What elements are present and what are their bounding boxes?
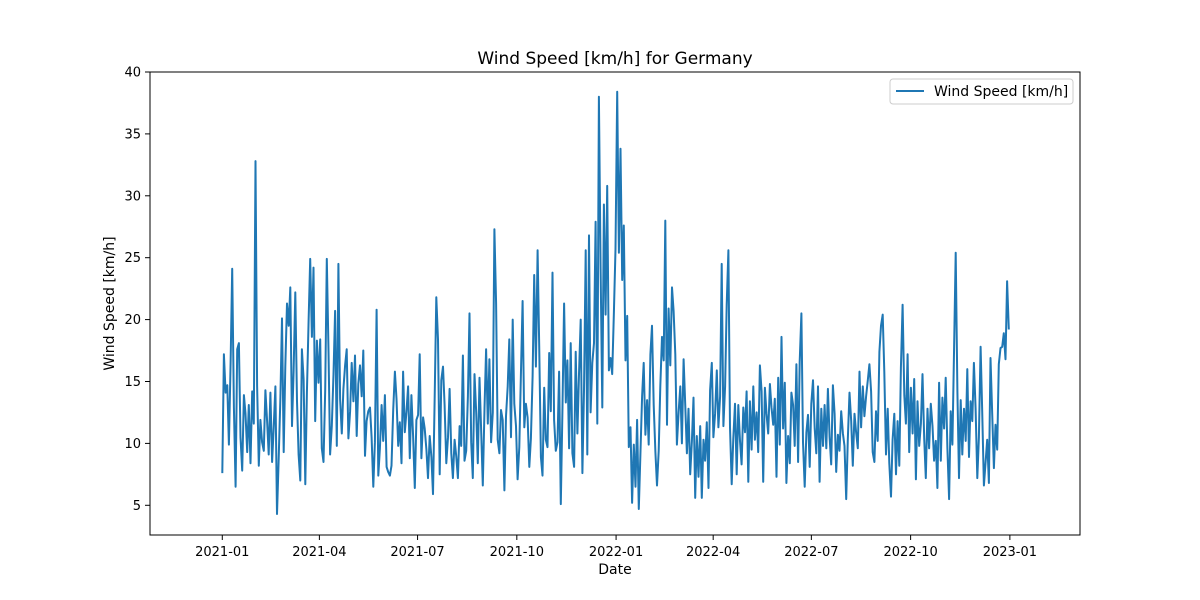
x-tick-label: 2022-07 bbox=[784, 545, 838, 560]
x-tick-label: 2023-01 bbox=[983, 545, 1037, 560]
y-tick-label: 30 bbox=[124, 189, 141, 204]
y-tick-label: 25 bbox=[124, 251, 141, 266]
y-axis: 5 10 15 20 25 30 35 40 bbox=[124, 66, 150, 514]
x-tick-label: 2021-01 bbox=[195, 545, 249, 560]
x-tick-label: 2021-07 bbox=[390, 545, 444, 560]
y-tick-label: 5 bbox=[133, 499, 141, 514]
x-tick-label: 2021-10 bbox=[490, 545, 544, 560]
series-layer bbox=[221, 90, 1010, 515]
plot-frame bbox=[149, 71, 1081, 536]
x-axis-label: Date bbox=[598, 562, 631, 578]
x-tick-label: 2022-01 bbox=[589, 545, 643, 560]
y-tick-label: 15 bbox=[124, 375, 141, 390]
x-tick-label: 2021-04 bbox=[292, 545, 346, 560]
plot-area bbox=[149, 71, 1081, 536]
y-tick-label: 10 bbox=[124, 437, 141, 452]
x-tick-label: 2022-10 bbox=[883, 545, 937, 560]
x-axis: 2021-01 2021-04 2021-07 2021-10 2022-01 2022-… bbox=[195, 535, 1037, 560]
x-tick-label: 2022-04 bbox=[686, 545, 740, 560]
chart-title: Wind Speed [km/h] for Germany bbox=[477, 49, 752, 69]
y-axis-label: Wind Speed [km/h] bbox=[102, 236, 118, 370]
legend-label: Wind Speed [km/h] bbox=[934, 84, 1068, 100]
legend: Wind Speed [km/h] bbox=[889, 78, 1074, 105]
y-tick-label: 20 bbox=[124, 313, 141, 328]
legend-box bbox=[889, 78, 1074, 105]
y-tick-label: 40 bbox=[124, 66, 141, 81]
y-tick-label: 35 bbox=[124, 127, 141, 142]
series-line-0 bbox=[221, 90, 1010, 515]
